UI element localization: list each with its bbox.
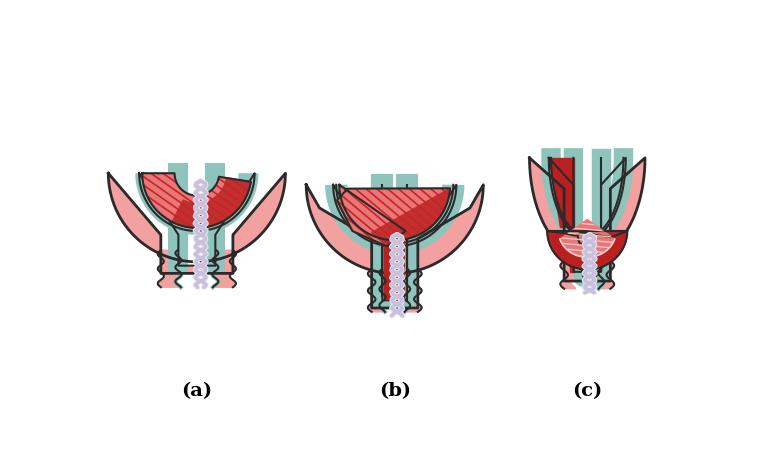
Polygon shape xyxy=(549,158,626,272)
Polygon shape xyxy=(212,251,236,288)
Polygon shape xyxy=(384,235,404,299)
Polygon shape xyxy=(158,251,181,288)
Polygon shape xyxy=(561,243,577,289)
Polygon shape xyxy=(333,185,456,300)
Polygon shape xyxy=(577,233,595,266)
Text: (c): (c) xyxy=(572,382,602,400)
Polygon shape xyxy=(598,243,614,289)
Polygon shape xyxy=(372,189,450,247)
Polygon shape xyxy=(139,174,254,266)
Polygon shape xyxy=(560,220,614,257)
Polygon shape xyxy=(337,185,450,247)
Polygon shape xyxy=(404,270,422,312)
Polygon shape xyxy=(306,185,483,308)
Polygon shape xyxy=(530,158,645,282)
Text: (a): (a) xyxy=(181,382,213,400)
Polygon shape xyxy=(108,174,285,274)
Polygon shape xyxy=(161,266,233,274)
Polygon shape xyxy=(368,270,386,312)
Polygon shape xyxy=(172,179,251,228)
Polygon shape xyxy=(549,158,574,228)
Polygon shape xyxy=(569,228,574,272)
Polygon shape xyxy=(547,232,628,270)
Polygon shape xyxy=(142,174,251,228)
Text: (b): (b) xyxy=(379,382,411,400)
